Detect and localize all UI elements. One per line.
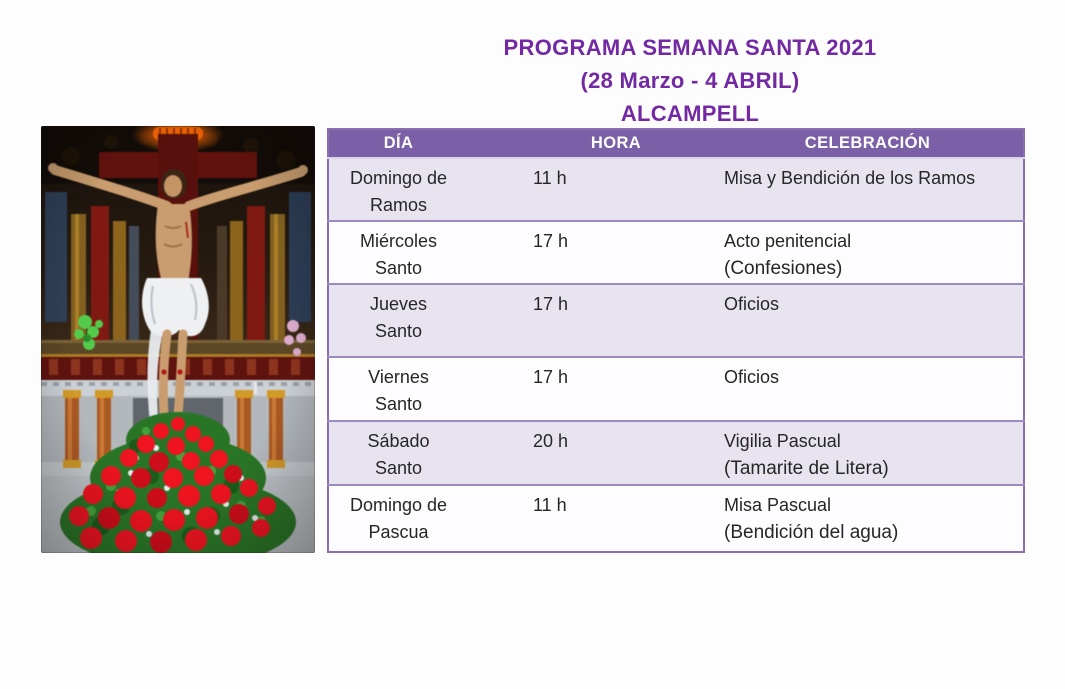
cell-day: Viernes Santo (328, 356, 468, 421)
table-row: Sábado Santo 20 h Vigilia Pascual (Tamarit… (328, 420, 1024, 485)
cell-celebration: Misa Pascual (Bendición del agua) (712, 484, 1024, 552)
col-header-hora: HORA (468, 129, 712, 159)
cell-day: Domingo de Ramos (328, 158, 468, 221)
cell-hour: 11 h (468, 158, 712, 221)
cell-hour: 17 h (468, 356, 712, 421)
table-row: Domingo de Pascua 11 h Misa Pascual (Bendi… (328, 484, 1024, 552)
schedule-table: DÍA HORA CELEBRACIÓN Domingo de Ramos 11 … (327, 128, 1025, 553)
table-row: Domingo de Ramos 11 h Misa y Bendición de… (328, 158, 1024, 221)
page-location: ALCAMPELL (620, 101, 760, 126)
cell-day: Miércoles Santo (328, 220, 468, 284)
table-header-row: DÍA HORA CELEBRACIÓN (328, 129, 1024, 159)
cell-celebration: Acto penitencial (Confesiones) (712, 220, 1024, 284)
table-row: Viernes Santo 17 h Oficios (328, 356, 1024, 421)
cell-hour: 20 h (468, 420, 712, 485)
table-row: Jueves Santo 17 h Oficios (328, 283, 1024, 357)
page-date-range: (28 Marzo - 4 ABRIL) (580, 68, 800, 93)
table-row: Miércoles Santo 17 h Acto penitencial (Con… (328, 220, 1024, 284)
cell-day: Jueves Santo (328, 283, 468, 357)
crucifix-photo-illustration (41, 126, 315, 553)
cell-hour: 17 h (468, 283, 712, 357)
col-header-dia: DÍA (328, 129, 468, 159)
photo-vignette (41, 126, 315, 553)
cell-day: Sábado Santo (328, 420, 468, 485)
title-block: PROGRAMA SEMANA SANTA 2021 (28 Marzo - 4… (315, 31, 1065, 130)
page-title: PROGRAMA SEMANA SANTA 2021 (503, 35, 877, 60)
cell-hour: 11 h (468, 484, 712, 552)
cell-celebration: Vigilia Pascual (Tamarite de Litera) (712, 420, 1024, 485)
cell-celebration: Misa y Bendición de los Ramos (712, 158, 1024, 221)
cell-celebration: Oficios (712, 356, 1024, 421)
col-header-celebracion: CELEBRACIÓN (712, 129, 1024, 159)
cell-hour: 17 h (468, 220, 712, 284)
crucifix-altar-photo (41, 126, 315, 553)
cell-day: Domingo de Pascua (328, 484, 468, 552)
cell-celebration: Oficios (712, 283, 1024, 357)
